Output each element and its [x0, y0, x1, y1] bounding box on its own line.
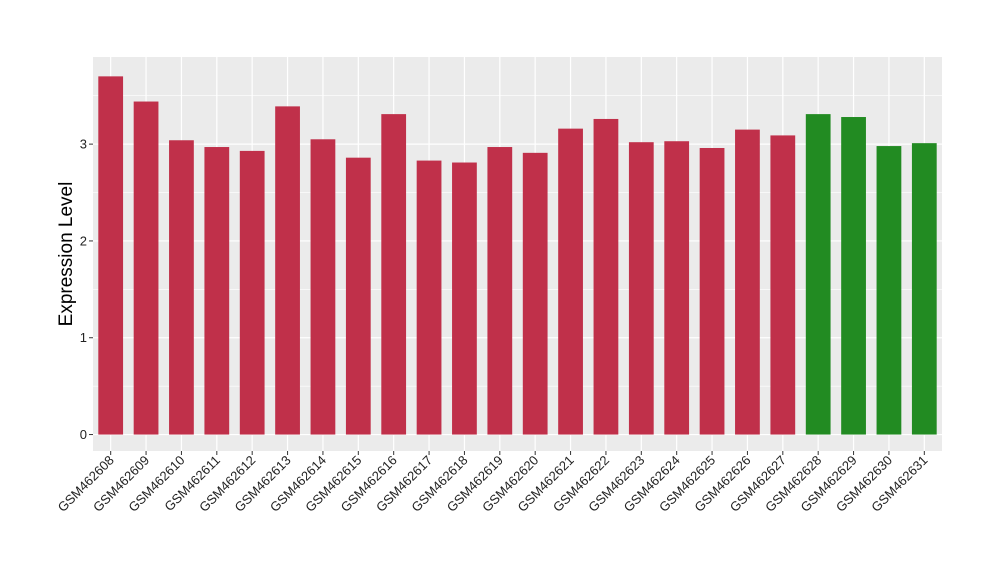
plot-panel — [93, 57, 942, 451]
bar-GSM462608 — [98, 76, 124, 435]
y-tick-label: 0 — [80, 427, 87, 442]
bar-GSM462611 — [204, 147, 230, 435]
y-tick-label: 2 — [80, 233, 87, 248]
bar-GSM462630 — [876, 146, 902, 435]
bar-GSM462627 — [770, 135, 796, 435]
x-axis: GSM462608GSM462609GSM462610GSM462611GSM4… — [55, 451, 930, 515]
y-tick-label: 3 — [80, 137, 87, 152]
bar-GSM462622 — [593, 118, 619, 435]
bar-GSM462615 — [345, 157, 371, 435]
bar-GSM462621 — [558, 128, 583, 435]
bar-GSM462617 — [416, 160, 442, 435]
y-tick-label: 1 — [80, 330, 87, 345]
bar-GSM462614 — [310, 139, 336, 435]
bar-GSM462625 — [699, 147, 725, 435]
bar-GSM462616 — [381, 114, 407, 435]
bar-GSM462612 — [239, 150, 265, 435]
y-axis: 0 1 2 3 — [80, 137, 93, 442]
bars — [98, 76, 937, 435]
bar-GSM462624 — [664, 141, 690, 435]
y-axis-title: Expression Level — [56, 182, 77, 327]
bar-GSM462628 — [805, 114, 831, 435]
bar-GSM462609 — [133, 101, 159, 435]
bar-GSM462623 — [628, 142, 654, 435]
bar-GSM462618 — [452, 162, 477, 435]
bar-GSM462610 — [169, 140, 194, 435]
bar-GSM462626 — [735, 129, 760, 435]
bar-GSM462619 — [487, 147, 513, 435]
bar-GSM462620 — [522, 152, 548, 435]
bar-GSM462613 — [275, 106, 300, 435]
bar-GSM462629 — [841, 117, 866, 435]
bar-GSM462631 — [911, 143, 937, 435]
